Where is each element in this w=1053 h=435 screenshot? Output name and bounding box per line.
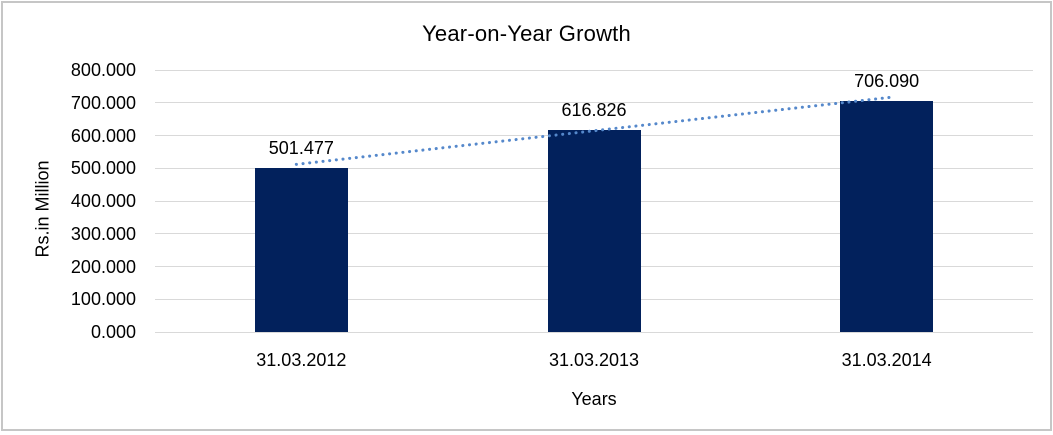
bar-value-label: 706.090 [854,70,920,91]
gridline [155,331,1033,333]
bar-value-label: 501.477 [268,137,334,158]
y-tick-label: 800.000 [70,60,136,80]
chart-title: Year-on-Year Growth [422,21,631,46]
x-tick-label: 31.03.2013 [548,350,640,370]
y-tick-label: 600.000 [70,125,136,146]
bar [840,100,934,332]
y-tick-label: 200.000 [70,256,136,277]
bar-value-label: 616.826 [561,99,627,120]
y-tick-label: 0.000 [90,322,136,342]
x-tick-label: 31.03.2014 [841,350,932,370]
bar [254,167,348,332]
y-tick-label: 500.000 [70,158,136,179]
y-tick-label: 300.000 [70,223,136,244]
y-tick-label: 400.000 [70,191,136,211]
y-tick-label: 700.000 [70,92,136,113]
gridline [155,69,1033,71]
x-axis-title: Years [571,389,617,409]
bar [547,129,641,332]
x-tick-label: 31.03.2012 [256,350,347,370]
y-tick-label: 100.000 [70,289,136,310]
